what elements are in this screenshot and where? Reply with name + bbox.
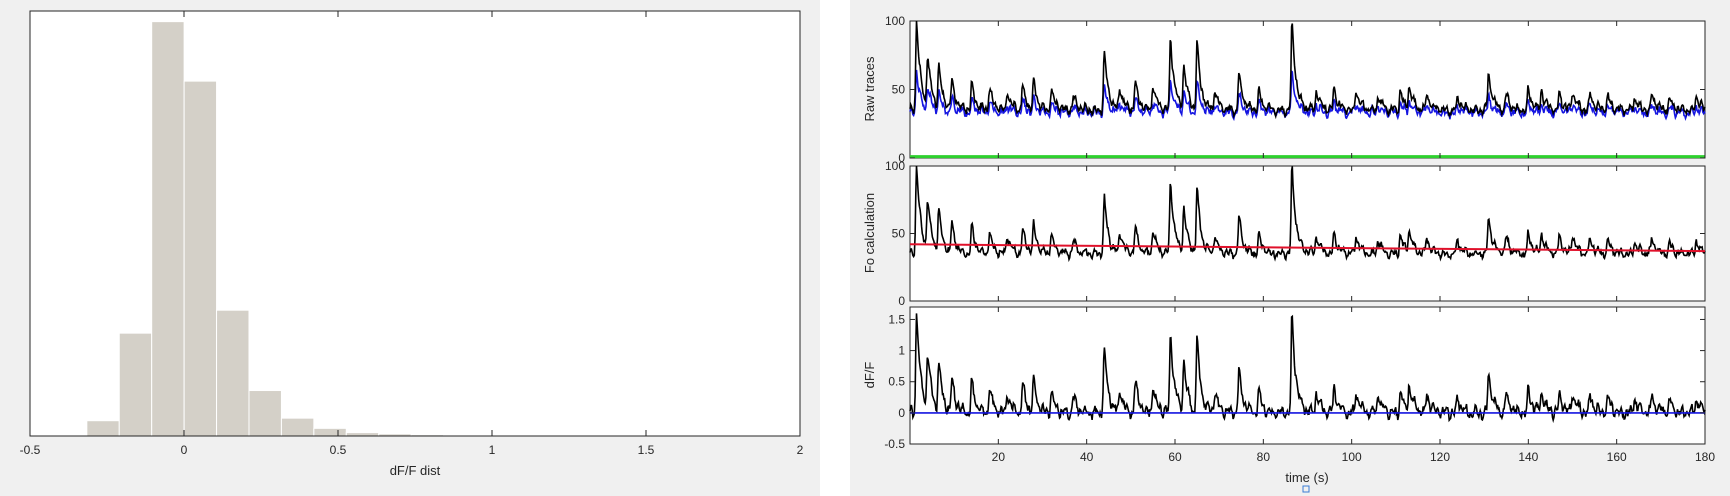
histogram-x-tick-label: 2 [797, 443, 804, 457]
histogram-bar [86, 420, 120, 437]
raw-traces-lines [909, 20, 1706, 159]
fo-calculation-y-label: Fo calculation [862, 193, 877, 273]
histogram-bar [183, 80, 218, 437]
dff-axes: 20 40 60 80 100 120 140 160 180 -0.5 0 0.5 1 1.5 dF/F… [862, 306, 1715, 485]
raw-traces-plot-area [909, 20, 1706, 159]
histogram-x-label: dF/F dist [390, 463, 441, 478]
dff-ticks: 20 40 60 80 100 120 140 160 180 -0.5 0 0.5 1 1.5 [884, 307, 1715, 464]
histogram-bar [216, 309, 250, 437]
figure-gap [820, 0, 850, 496]
fo-calculation-lines [909, 165, 1706, 263]
histogram-x-tick-label: -0.5 [20, 443, 41, 457]
histogram-bar [151, 21, 185, 437]
y-tick-label: -0.5 [884, 437, 905, 451]
x-tick-label: 80 [1257, 450, 1271, 464]
y-tick-label: 0 [898, 294, 905, 308]
series-line-trace [909, 20, 1706, 120]
histogram-x-tick-label: 0 [181, 443, 188, 457]
y-tick-label: 50 [892, 83, 906, 97]
series-line-trace [909, 69, 1706, 122]
histogram-axes: -0.5 0 0.5 1 1.5 2 dF/F dist [20, 10, 804, 478]
raw-traces-y-label: Raw traces [862, 56, 877, 122]
y-tick-label: 100 [885, 14, 905, 28]
y-tick-label: 1.5 [888, 312, 905, 326]
y-tick-label: 0 [898, 151, 905, 165]
fo-calculation-plot-area [909, 165, 1706, 302]
x-tick-label: 20 [992, 450, 1006, 464]
x-tick-label: 160 [1607, 450, 1627, 464]
dff-plot-area [909, 306, 1706, 445]
series-line-baseline [909, 243, 1706, 253]
series-line-trace [909, 165, 1706, 263]
raw-traces-axes: 0 50 100 Raw traces [862, 14, 1706, 165]
histogram-x-tick-label: 1.5 [638, 443, 655, 457]
x-tick-label: 120 [1430, 450, 1450, 464]
histogram-bars [30, 21, 800, 437]
y-tick-label: 50 [892, 227, 906, 241]
histogram-x-tick-label: 0.5 [330, 443, 347, 457]
dff-y-label: dF/F [862, 362, 877, 389]
histogram-bar [313, 427, 347, 437]
histogram-bar [280, 417, 315, 437]
x-tick-label: 60 [1168, 450, 1182, 464]
y-tick-label: 0 [898, 406, 905, 420]
histogram-x-ticks: -0.5 0 0.5 1 1.5 2 [20, 11, 804, 457]
y-tick-label: 1 [898, 344, 905, 358]
x-tick-label: 140 [1518, 450, 1538, 464]
histogram-bar [345, 432, 380, 437]
time-x-label: time (s) [1285, 470, 1328, 485]
x-tick-label: 180 [1695, 450, 1715, 464]
y-tick-label: 0.5 [888, 375, 905, 389]
fo-calculation-ticks: 0 50 100 [885, 159, 1706, 308]
dff-lines [909, 313, 1706, 424]
histogram-bar [248, 390, 282, 437]
x-tick-label: 40 [1080, 450, 1094, 464]
selection-handle[interactable] [1302, 485, 1310, 493]
fo-calculation-axes: 0 50 100 Fo calculation [862, 159, 1706, 308]
x-tick-label: 100 [1342, 450, 1362, 464]
raw-traces-ticks: 0 50 100 [885, 14, 1706, 165]
y-tick-label: 100 [885, 159, 905, 173]
histogram-bar [118, 332, 153, 437]
histogram-x-tick-label: 1 [489, 443, 496, 457]
